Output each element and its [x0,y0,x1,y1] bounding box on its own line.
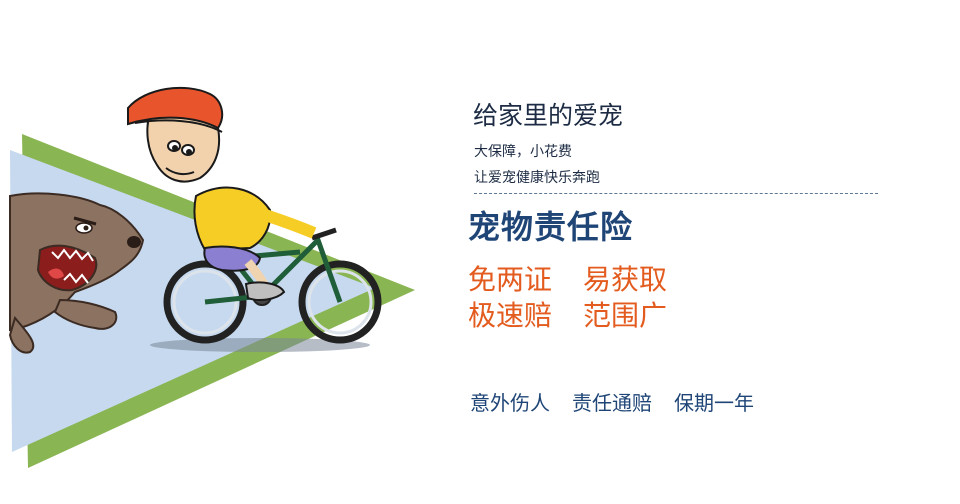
tagline-subtitle-1: 大保障，小花费 [474,144,572,160]
coverage-item: 责任通赔 [572,391,652,415]
coverage-item: 意外伤人 [470,391,550,415]
coverage-item: 保期一年 [674,391,754,415]
tagline-subtitle-2: 让爱宠健康快乐奔跑 [474,170,600,186]
pet-insurance-illustration [0,0,440,500]
product-name-heading: 宠物责任险 [468,208,634,246]
bicycle-drawing [163,227,382,344]
angry-dog-drawing [8,192,145,354]
feature-item: 范围广 [583,299,668,332]
boy-on-bike-drawing [127,86,317,301]
feature-item: 免两证 [468,263,553,296]
dashed-divider [474,193,878,194]
feature-item: 极速赔 [468,299,553,332]
tagline-title: 给家里的爱宠 [473,101,624,130]
feature-item: 易获取 [583,263,668,296]
